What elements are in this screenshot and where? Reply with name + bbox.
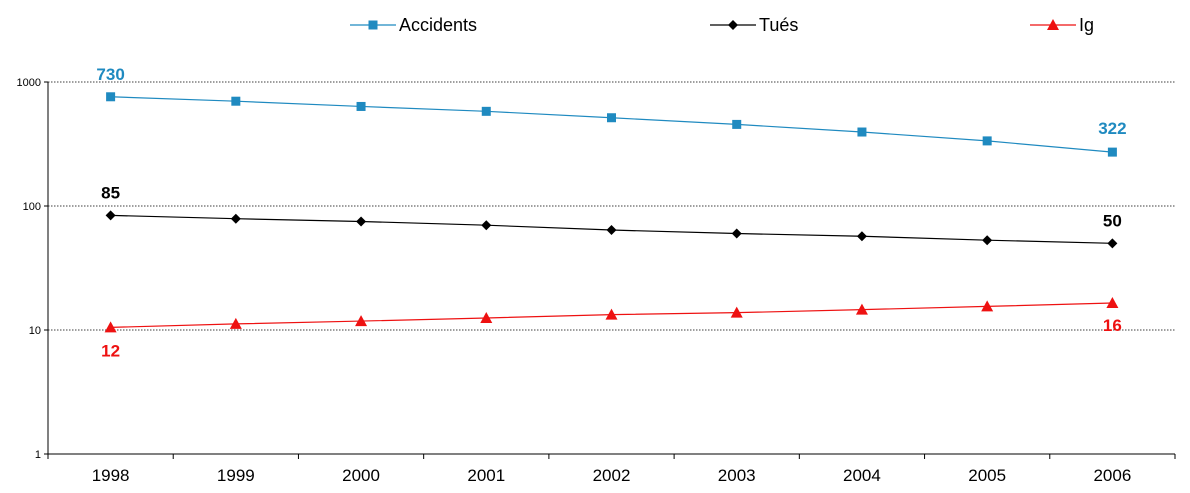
accidents-point-2001 — [481, 106, 491, 116]
x-tick-label-2001: 2001 — [467, 466, 505, 485]
legend-item-ig: Ig — [1030, 15, 1094, 35]
legend-label-tu-s: Tués — [759, 15, 798, 35]
y-tick-label-100: 100 — [23, 201, 41, 213]
accidents-point-2003 — [732, 119, 742, 129]
ig-point-2003 — [730, 306, 743, 318]
x-tick-label-1999: 1999 — [217, 466, 255, 485]
tu-s-point-2000 — [356, 216, 367, 227]
tu-s-point-2005 — [982, 235, 993, 246]
ig-point-2001 — [480, 311, 493, 323]
tu-s-point-2006 — [1107, 238, 1118, 249]
gridlines — [48, 81, 1175, 331]
ig-point-1998 — [104, 321, 117, 333]
legend-marker-accidents — [368, 20, 378, 30]
y-tick-label-1: 1 — [35, 449, 41, 461]
accidents-point-2006 — [1107, 147, 1117, 157]
accidents-point-2000 — [356, 101, 366, 111]
legend-marker-ig — [1047, 19, 1059, 30]
x-tick-label-2004: 2004 — [843, 466, 881, 485]
series-tu-s — [105, 210, 1118, 249]
y-tick-label-10: 10 — [29, 325, 41, 337]
tu-s-point-2001 — [481, 220, 492, 231]
ig-point-2004 — [855, 303, 868, 315]
legend: Accidents Tués Ig — [350, 15, 1094, 35]
series-accidents — [106, 92, 1117, 157]
ig-point-1999 — [229, 317, 242, 329]
legend-label-ig: Ig — [1079, 15, 1094, 35]
tu-s-point-2004 — [856, 231, 867, 242]
ig-point-2006 — [1106, 297, 1119, 309]
tu-s-point-1999 — [230, 213, 241, 224]
series-ig — [104, 297, 1119, 333]
accidents-point-2004 — [857, 127, 867, 137]
series-lines — [104, 92, 1119, 333]
y-tick-label-1000: 1000 — [17, 77, 41, 89]
tu-s-point-2002 — [606, 225, 617, 236]
axes: 1 10 100 1000 1998 1999 2000 2001 2002 2003 2004 20… — [17, 77, 1176, 485]
data-label-ig-2006: 16 — [1103, 316, 1122, 335]
legend-marker-tu-s — [728, 20, 738, 30]
x-tick-label-2000: 2000 — [342, 466, 380, 485]
data-label-accidents-1998: 730 — [96, 65, 124, 84]
x-tick-label-2003: 2003 — [718, 466, 756, 485]
accidents-point-2005 — [982, 136, 992, 146]
ig-point-2002 — [605, 308, 618, 320]
tu-s-point-1998 — [105, 210, 116, 221]
ig-point-2005 — [981, 300, 994, 312]
legend-label-accidents: Accidents — [399, 15, 477, 35]
data-label-tu-s-2006: 50 — [1103, 211, 1122, 230]
x-tick-label-1998: 1998 — [92, 466, 130, 485]
series-line-accidents — [110, 96, 1113, 153]
tu-s-point-2003 — [731, 228, 742, 239]
ig-point-2000 — [355, 315, 368, 327]
data-label-ig-1998: 12 — [101, 341, 120, 360]
x-tick-label-2005: 2005 — [968, 466, 1006, 485]
data-label-accidents-2006: 322 — [1098, 119, 1126, 138]
x-tick-label-2006: 2006 — [1093, 466, 1131, 485]
legend-item-tu-s: Tués — [710, 15, 798, 35]
accidents-point-1998 — [106, 92, 116, 102]
accidents-point-2002 — [607, 113, 616, 123]
data-labels: 730 322 85 50 12 16 — [96, 65, 1126, 361]
x-tick-label-2002: 2002 — [593, 466, 631, 485]
data-label-tu-s-1998: 85 — [101, 183, 120, 202]
legend-item-accidents: Accidents — [350, 15, 477, 35]
accidents-point-1999 — [231, 96, 241, 106]
